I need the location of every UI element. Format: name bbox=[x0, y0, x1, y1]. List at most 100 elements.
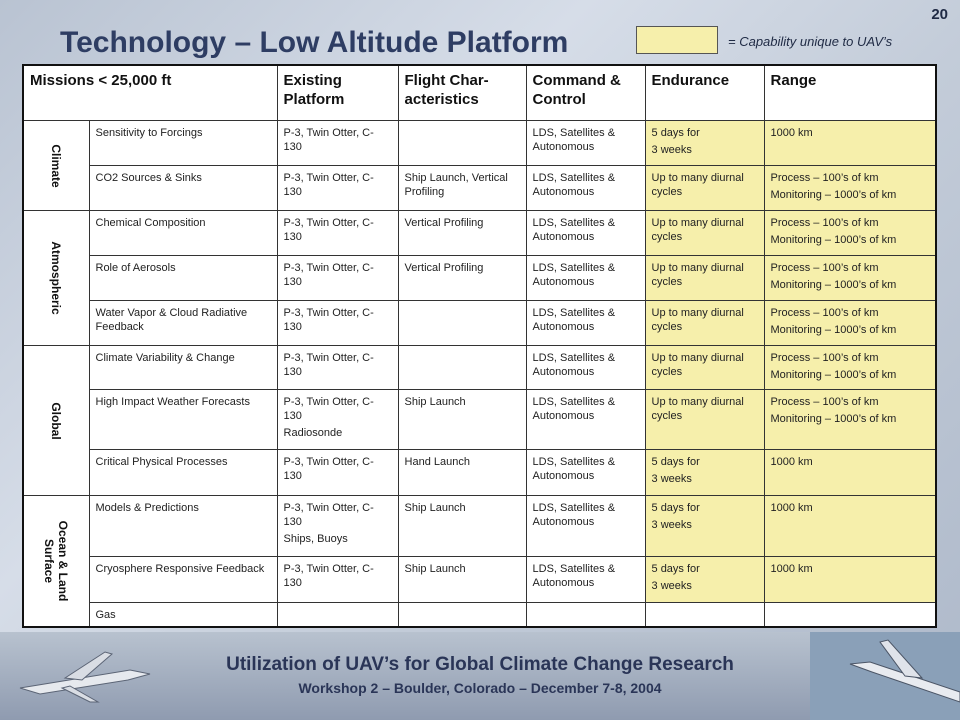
cell-platform: P-3, Twin Otter, C-130 bbox=[276, 449, 399, 496]
cell-mission: Sensitivity to Forcings bbox=[88, 120, 278, 166]
uav-aircraft-image-right bbox=[810, 632, 960, 720]
cell-mission: Models & Predictions bbox=[88, 495, 278, 557]
cell-mission: CO2 Sources & Sinks bbox=[88, 165, 278, 211]
cell-endurance: Up to many diurnal cycles bbox=[644, 255, 765, 301]
cell-flight bbox=[397, 345, 527, 390]
header-command: Command & Control bbox=[525, 64, 646, 121]
cell-command: LDS, Satellites & Autonomous bbox=[525, 495, 646, 557]
cell-mission: Role of Aerosols bbox=[88, 255, 278, 301]
table-row: Ocean & Land Surface Models & Prediction… bbox=[22, 495, 937, 627]
legend-swatch bbox=[636, 26, 718, 54]
footer-title: Utilization of UAV’s for Global Climate … bbox=[226, 654, 734, 675]
cell-endurance: 5 days for 3 weeks bbox=[644, 449, 765, 496]
cell-platform: P-3, Twin Otter, C-130 bbox=[276, 345, 399, 390]
cell-mission: Gas bbox=[88, 602, 278, 627]
category-label: Global bbox=[49, 401, 64, 440]
cell-range: Process – 100’s of km Monitoring – 1000’s… bbox=[763, 255, 937, 301]
cell-range: 1000 km bbox=[763, 449, 937, 496]
cell-command: LDS, Satellites & Autonomous bbox=[525, 345, 646, 390]
cell-platform: P-3, Twin Otter, C-130 bbox=[276, 120, 399, 166]
footer-band bbox=[0, 632, 960, 720]
legend-text: = Capability unique to UAV’s bbox=[728, 34, 893, 49]
cell-range: Process – 100’s of km Monitoring – 1000’s… bbox=[763, 210, 937, 256]
header-platform: Existing Platform bbox=[276, 64, 399, 121]
cell-command: LDS, Satellites & Autonomous bbox=[525, 210, 646, 256]
cell-flight: Ship Launch, Vertical Profiling bbox=[397, 165, 527, 211]
table-row: Gas bbox=[23, 602, 937, 627]
cell-command: LDS, Satellites & Autonomous bbox=[525, 556, 646, 603]
cell-flight: Vertical Profiling bbox=[397, 210, 527, 256]
cell-flight: Ship Launch bbox=[397, 389, 527, 450]
cell-platform: P-3, Twin Otter, C-130 Ships, Buoys bbox=[276, 495, 399, 557]
cell-command: LDS, Satellites & Autonomous bbox=[525, 120, 646, 166]
cell-platform: P-3, Twin Otter, C-130 bbox=[276, 300, 399, 346]
cell-flight bbox=[397, 602, 527, 627]
cell-endurance: Up to many diurnal cycles bbox=[644, 389, 765, 450]
header-missions: Missions < 25,000 ft bbox=[22, 64, 278, 121]
table-row: Global Climate Variability & Change P-3,… bbox=[22, 345, 937, 496]
cell-range bbox=[763, 602, 937, 627]
cell-range: Process – 100’s of km Monitoring – 1000’s… bbox=[763, 165, 937, 211]
cell-range: Process – 100’s of km Monitoring – 1000’s… bbox=[763, 389, 937, 450]
capability-table: Missions < 25,000 ft Existing Platform F… bbox=[22, 64, 938, 628]
cell-command: LDS, Satellites & Autonomous bbox=[525, 255, 646, 301]
cell-mission: Cryosphere Responsive Feedback bbox=[88, 556, 278, 603]
cell-mission: High Impact Weather Forecasts bbox=[88, 389, 278, 450]
cell-flight bbox=[397, 300, 527, 346]
table-header-row: Missions < 25,000 ft Existing Platform F… bbox=[22, 64, 937, 121]
category-label: Climate bbox=[49, 143, 64, 188]
cell-flight: Ship Launch bbox=[397, 495, 527, 557]
category-climate: Climate bbox=[22, 120, 90, 211]
cell-endurance: Up to many diurnal cycles bbox=[644, 300, 765, 346]
category-global: Global bbox=[22, 345, 90, 496]
cell-endurance bbox=[644, 602, 765, 627]
table-row: CO2 Sources & Sinks P-3, Twin Otter, C-1… bbox=[23, 165, 937, 211]
uav-aircraft-image-left bbox=[19, 651, 151, 703]
cell-endurance: 5 days for 3 weeks bbox=[644, 495, 765, 557]
cell-platform bbox=[276, 602, 399, 627]
cell-range: 1000 km bbox=[763, 120, 937, 166]
header-flight: Flight Char-acteristics bbox=[397, 64, 527, 121]
table-row: Atmospheric Chemical Composition P-3, Tw… bbox=[22, 210, 937, 346]
cell-mission: Water Vapor & Cloud Radiative Feedback bbox=[88, 300, 278, 346]
cell-range: Process – 100’s of km Monitoring – 1000’s… bbox=[763, 345, 937, 390]
cell-platform: P-3, Twin Otter, C-130 bbox=[276, 165, 399, 211]
slide-title: Technology – Low Altitude Platform bbox=[60, 26, 569, 59]
cell-platform: P-3, Twin Otter, C-130 bbox=[276, 255, 399, 301]
cell-command bbox=[525, 602, 646, 627]
table-row: Critical Physical Processes P-3, Twin Ot… bbox=[23, 449, 937, 496]
cell-range: 1000 km bbox=[763, 495, 937, 557]
cell-endurance: Up to many diurnal cycles bbox=[644, 345, 765, 390]
cell-endurance: 5 days for 3 weeks bbox=[644, 556, 765, 603]
header-range: Range bbox=[763, 64, 937, 121]
cell-endurance: Up to many diurnal cycles bbox=[644, 210, 765, 256]
cell-flight: Vertical Profiling bbox=[397, 255, 527, 301]
cell-platform: P-3, Twin Otter, C-130 bbox=[276, 210, 399, 256]
category-label: Atmospheric bbox=[49, 241, 64, 315]
cell-command: LDS, Satellites & Autonomous bbox=[525, 449, 646, 496]
table-row: High Impact Weather Forecasts P-3, Twin … bbox=[23, 389, 937, 450]
cell-command: LDS, Satellites & Autonomous bbox=[525, 389, 646, 450]
cell-platform: P-3, Twin Otter, C-130 Radiosonde bbox=[276, 389, 399, 450]
cell-endurance: 5 days for 3 weeks bbox=[644, 120, 765, 166]
cell-command: LDS, Satellites & Autonomous bbox=[525, 165, 646, 211]
cell-mission: Critical Physical Processes bbox=[88, 449, 278, 496]
cell-range: 1000 km bbox=[763, 556, 937, 603]
category-label: Ocean & Land Surface bbox=[42, 520, 71, 602]
footer-subtitle: Workshop 2 – Boulder, Colorado – Decembe… bbox=[298, 680, 662, 696]
table-row: Role of Aerosols P-3, Twin Otter, C-130 … bbox=[23, 255, 937, 301]
table-row: Water Vapor & Cloud Radiative Feedback P… bbox=[23, 300, 937, 346]
cell-flight bbox=[397, 120, 527, 166]
header-endurance: Endurance bbox=[644, 64, 765, 121]
page-number: 20 bbox=[931, 6, 948, 23]
cell-flight: Ship Launch bbox=[397, 556, 527, 603]
cell-flight: Hand Launch bbox=[397, 449, 527, 496]
cell-platform: P-3, Twin Otter, C-130 bbox=[276, 556, 399, 603]
cell-command: LDS, Satellites & Autonomous bbox=[525, 300, 646, 346]
cell-mission: Chemical Composition bbox=[88, 210, 278, 256]
cell-endurance: Up to many diurnal cycles bbox=[644, 165, 765, 211]
table-row: Cryosphere Responsive Feedback P-3, Twin… bbox=[23, 556, 937, 603]
cell-range: Process – 100’s of km Monitoring – 1000’s… bbox=[763, 300, 937, 346]
category-atmospheric: Atmospheric bbox=[22, 210, 90, 346]
cell-mission: Climate Variability & Change bbox=[88, 345, 278, 390]
